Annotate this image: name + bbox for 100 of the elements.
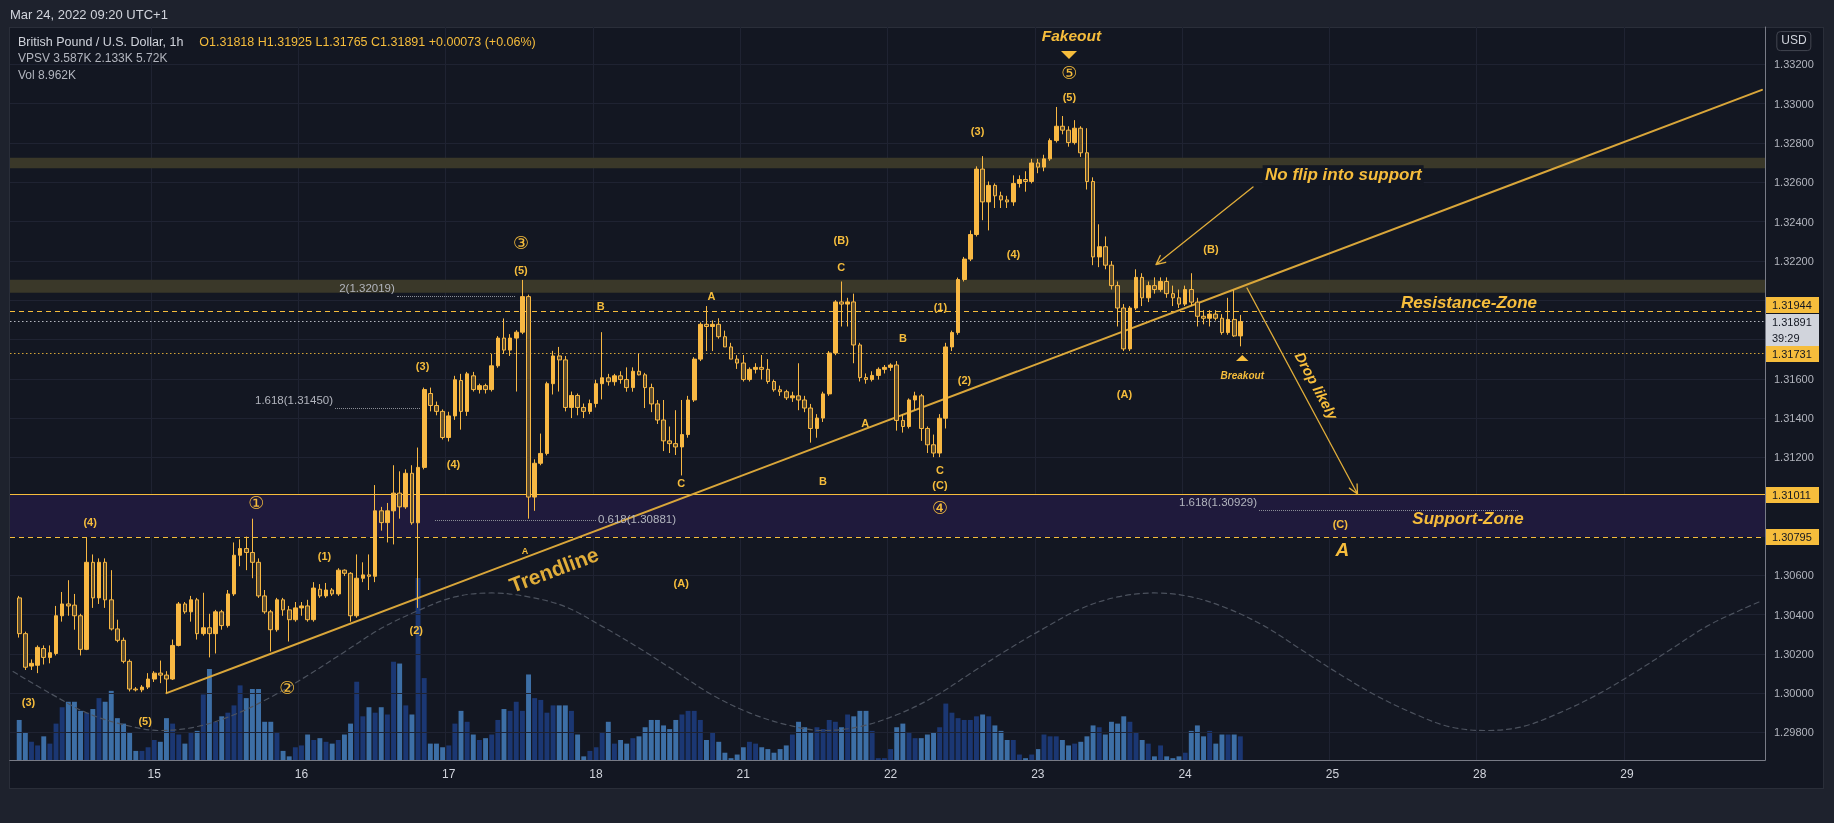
bar — [200, 694, 206, 760]
annotation: (2) — [957, 374, 972, 387]
annotation: C — [837, 260, 846, 274]
y-tick-label: 1.31400 — [1774, 412, 1814, 425]
annotation: A — [861, 416, 870, 430]
annotation: C — [936, 463, 944, 477]
bar — [611, 743, 617, 760]
candlestick — [189, 595, 193, 623]
annotation: ② — [279, 676, 296, 699]
annotation: B — [818, 474, 827, 488]
annotation: 1.618(1.30929) — [1178, 496, 1258, 510]
candlestick — [680, 399, 684, 476]
candlestick — [545, 381, 549, 456]
bar — [986, 716, 992, 760]
bar — [1225, 734, 1231, 760]
candlestick — [821, 391, 825, 423]
bar — [206, 669, 212, 760]
candlestick — [330, 587, 334, 597]
annotation: (4) — [1006, 247, 1021, 260]
y-tick-label: 1.31200 — [1774, 451, 1814, 464]
bar — [1158, 745, 1164, 760]
candlestick — [864, 372, 868, 385]
candlestick — [103, 557, 107, 609]
ref-line-label: 1.31011 — [1766, 487, 1819, 503]
bar — [311, 739, 317, 760]
bar — [182, 743, 188, 760]
x-tick-label: 18 — [589, 767, 604, 781]
bar — [378, 707, 384, 760]
candlestick — [1042, 154, 1046, 172]
band-label: Support-Zone — [1412, 508, 1524, 528]
bar — [1207, 730, 1213, 760]
annotation: ④ — [931, 496, 949, 519]
bar — [550, 705, 556, 760]
candlestick — [1036, 158, 1040, 174]
annotation: (1) — [317, 549, 332, 563]
candlestick — [465, 371, 469, 417]
annotation: (A) — [1116, 387, 1133, 401]
candlestick — [723, 330, 727, 348]
bar — [1096, 727, 1102, 760]
bar — [1004, 739, 1010, 760]
candlestick — [686, 395, 690, 439]
bar — [403, 705, 409, 760]
bar — [1237, 736, 1243, 760]
candlestick — [766, 358, 770, 385]
candlestick — [367, 553, 371, 591]
text: Mar 24, 2022 09:20 UTC+1 — [10, 6, 168, 23]
annotation: 1.618(1.31450) — [254, 394, 334, 408]
candlestick — [275, 597, 279, 633]
candlestick — [999, 191, 1003, 209]
annotation: Fakeout — [1041, 26, 1102, 45]
y-tick-label: 1.33000 — [1774, 97, 1814, 110]
candlestick — [1177, 289, 1181, 309]
bar — [225, 712, 231, 760]
candlestick — [324, 582, 328, 599]
candlestick — [778, 385, 782, 397]
candlestick — [226, 589, 230, 629]
annotation: A — [1335, 539, 1350, 562]
bar — [483, 738, 489, 760]
annotation: A — [707, 289, 716, 302]
candlestick — [183, 601, 187, 615]
candlestick — [318, 583, 322, 599]
candlestick — [901, 413, 905, 434]
x-tick-label: 28 — [1472, 767, 1487, 781]
annotation: (4) — [446, 457, 461, 471]
candlestick — [1220, 313, 1224, 336]
candlestick — [281, 597, 285, 617]
candlestick — [588, 399, 592, 415]
annotation: ③ — [512, 231, 530, 253]
bar — [1231, 734, 1237, 760]
annotation: C — [677, 476, 686, 490]
y-tick-label: 1.31600 — [1774, 372, 1814, 385]
text: 39:29 — [1766, 330, 1819, 346]
candlestick — [195, 597, 199, 641]
annotation: B — [596, 299, 605, 313]
x-tick-label: 24 — [1178, 767, 1193, 781]
candlestick — [1171, 285, 1175, 307]
bar — [845, 714, 851, 760]
bar — [1182, 752, 1188, 760]
candlestick — [1085, 127, 1089, 191]
text: British Pound / U.S. Dollar, 1h — [18, 35, 184, 49]
bar — [1090, 725, 1096, 760]
bar — [317, 738, 323, 760]
bar — [1127, 721, 1133, 760]
candlestick — [1183, 285, 1187, 307]
x-tick-label: 25 — [1325, 767, 1340, 781]
bar — [47, 743, 53, 760]
bar — [1139, 739, 1145, 760]
bar — [704, 739, 709, 760]
text: O1.31818 H1.31925 L1.31765 C1.31891 +0.00073 (+0.06%) — [199, 35, 536, 49]
bar — [679, 714, 685, 760]
annotation: 2(1.32019) — [339, 281, 395, 296]
annotation: (2) — [409, 623, 424, 637]
y-tick-label: 1.30000 — [1774, 687, 1814, 700]
candlestick — [993, 182, 997, 209]
candlestick — [140, 684, 144, 693]
bar — [237, 685, 243, 760]
candlestick — [870, 370, 874, 383]
x-tick-label: 22 — [883, 767, 898, 781]
candlestick — [91, 553, 95, 609]
bar — [470, 734, 476, 760]
